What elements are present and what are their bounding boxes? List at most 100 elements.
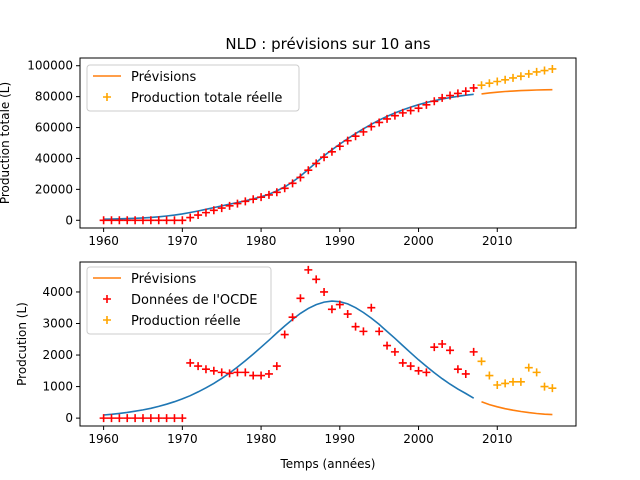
bottom-axes-frame — [79, 261, 577, 427]
bottom-data-point — [312, 275, 321, 284]
bottom-data-point — [304, 265, 313, 274]
top-xtick-label: 1990 — [325, 234, 356, 248]
bottom-xtick-label: 1960 — [88, 432, 119, 446]
top-data-point — [280, 184, 289, 193]
top-data-point — [304, 166, 313, 175]
bottom-data-point — [178, 414, 187, 423]
bottom-xtick-label: 1990 — [325, 432, 356, 446]
top-y-axis-label: Production totale (L) — [0, 82, 12, 204]
bottom-xtick-label: 2000 — [403, 432, 434, 446]
bottom-actual-point — [548, 384, 557, 393]
bottom-ytick-label: 1000 — [42, 380, 73, 394]
top-actual-point — [493, 77, 502, 86]
bottom-actual-point — [532, 368, 541, 377]
top-xtick-label: 1960 — [88, 234, 119, 248]
chart-title: NLD : prévisions sur 10 ans — [225, 35, 430, 53]
bottom-ytick-label: 0 — [65, 411, 73, 425]
bottom-xtick-label: 1980 — [246, 432, 277, 446]
legend-forecast-label-bottom: Prévisions — [131, 272, 197, 287]
bottom-data-point — [131, 414, 140, 423]
top-xtick-label: 1970 — [167, 234, 198, 248]
bottom-ytick-label: 4000 — [42, 285, 73, 299]
top-data-point — [446, 91, 455, 100]
bottom-data-point — [272, 362, 281, 371]
bottom-legend: Prévisions Données de l'OCDE Production … — [86, 266, 272, 335]
top-data-point — [343, 136, 352, 145]
top-data-point — [257, 193, 266, 202]
top-fit-curve — [103, 93, 474, 220]
top-actual-point — [485, 79, 494, 88]
top-data-point — [375, 118, 384, 127]
top-ytick-label: 100000 — [27, 59, 73, 73]
bottom-axis-ticks: 1960 1970 1980 1990 2000 2010 0 1000 2000 3000 400… — [42, 285, 512, 446]
top-ytick-label: 0 — [65, 213, 73, 227]
bottom-data-point — [186, 358, 195, 367]
top-forecast-curve — [481, 88, 553, 95]
top-data-point — [154, 216, 163, 225]
top-axis-ticks: 1960 1970 1980 1990 2000 2010 0 20000 40000 60000… — [27, 59, 512, 248]
top-data-point — [422, 100, 431, 109]
bottom-data-point — [430, 343, 439, 352]
bottom-data-point — [138, 414, 147, 423]
bottom-legend-box — [86, 266, 272, 335]
top-legend: Prévisions Production totale réelle — [86, 64, 300, 112]
bottom-data-point — [383, 341, 392, 350]
bottom-data-point — [335, 300, 344, 309]
top-actual-point — [524, 69, 533, 78]
bottom-data-point — [288, 313, 297, 322]
top-data-point — [367, 122, 376, 131]
bottom-fit-curve — [103, 300, 475, 416]
bottom-data-point — [406, 362, 415, 371]
bottom-data-point — [225, 369, 234, 378]
bottom-data-point — [170, 414, 179, 423]
bottom-data-point — [194, 362, 203, 371]
top-data-point — [146, 216, 155, 225]
top-data-point — [209, 206, 218, 215]
top-data-point — [107, 216, 116, 225]
top-data-point — [327, 147, 336, 156]
top-data-point — [469, 83, 478, 92]
top-data-point — [296, 173, 305, 182]
bottom-xtick-label: 2010 — [482, 432, 513, 446]
bottom-data-point — [375, 327, 384, 336]
bottom-data-point — [99, 414, 108, 423]
top-actual-point — [532, 67, 541, 76]
bottom-data-point — [146, 414, 155, 423]
bottom-actual-point — [477, 357, 486, 366]
top-data-point — [390, 111, 399, 120]
bottom-data-point — [115, 414, 124, 423]
bottom-data-point — [241, 368, 250, 377]
bottom-data-point — [461, 369, 470, 378]
bottom-xtick-label: 1970 — [167, 432, 198, 446]
top-axes-frame — [79, 57, 577, 229]
bottom-actual-point — [516, 377, 525, 386]
top-data-point — [406, 106, 415, 115]
legend-actual-marker-bottom — [103, 316, 111, 324]
bottom-data-point — [351, 322, 360, 331]
top-data-point — [359, 127, 368, 136]
top-legend-box — [86, 64, 300, 112]
top-data-point — [115, 216, 124, 225]
top-xtick-label: 2010 — [482, 234, 513, 248]
top-data-point — [186, 213, 195, 222]
top-data-point — [178, 216, 187, 225]
top-ytick-label: 60000 — [35, 121, 73, 135]
top-data-point — [320, 153, 329, 162]
bottom-data-point — [422, 368, 431, 377]
top-data-point — [225, 201, 234, 210]
bottom-plot-area — [99, 265, 557, 423]
top-data-point — [99, 216, 108, 225]
top-data-point — [430, 97, 439, 106]
legend-oecd-label: Données de l'OCDE — [131, 293, 257, 308]
top-data-point — [414, 104, 423, 113]
bottom-data-point — [280, 330, 289, 339]
bottom-actual-point — [509, 377, 518, 386]
bottom-data-point — [162, 414, 171, 423]
bottom-actual-point — [493, 381, 502, 389]
bottom-data-point — [343, 310, 352, 319]
top-data-point — [194, 211, 203, 220]
bottom-data-point — [257, 371, 266, 380]
top-xtick-label: 2000 — [403, 234, 434, 248]
bottom-actual-point — [524, 363, 533, 372]
